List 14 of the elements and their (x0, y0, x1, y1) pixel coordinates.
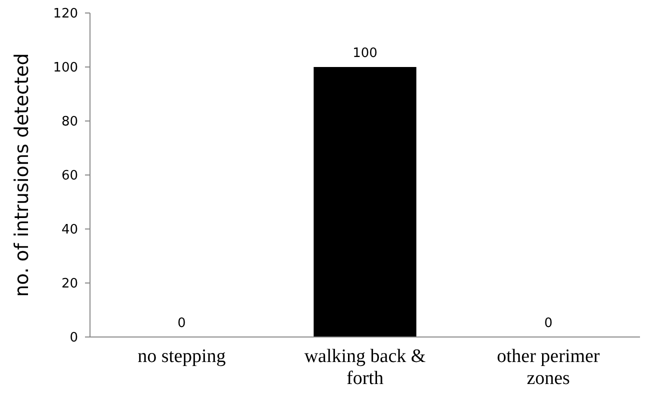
x-tick-label: other perimer zones (496, 346, 600, 389)
y-tick-label: 40 (61, 222, 78, 238)
data-label: 0 (544, 316, 552, 331)
y-tick-label: 120 (53, 6, 78, 22)
x-tick-label: no stepping (138, 346, 226, 367)
y-tick-label: 20 (61, 276, 78, 292)
x-tick-label: walking back & forth (304, 346, 426, 389)
y-tick-label: 0 (70, 330, 78, 346)
data-label: 0 (178, 316, 186, 331)
y-tick-label: 60 (61, 168, 78, 184)
y-tick-label: 100 (53, 60, 78, 76)
data-label: 100 (352, 46, 378, 61)
y-axis-title: no. of intrusions detected (11, 53, 33, 297)
y-tick-label: 80 (61, 114, 78, 130)
